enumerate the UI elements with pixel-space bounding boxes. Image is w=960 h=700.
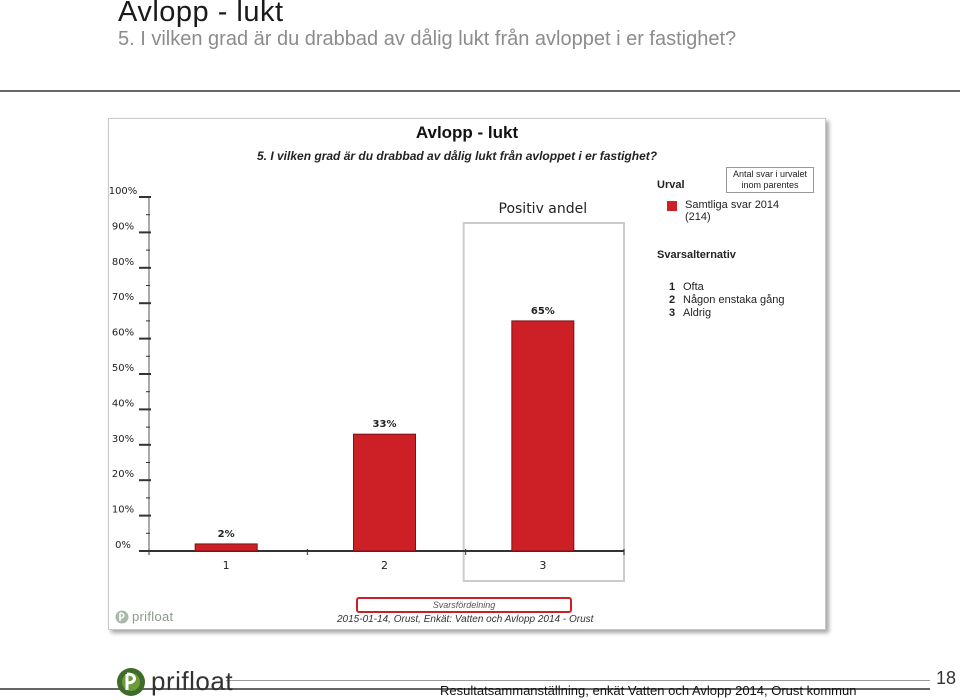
chart-meta: 2015-01-14, Orust, Enkät: Vatten och Avl…: [337, 614, 594, 625]
page-number: 18: [936, 668, 957, 688]
y-tick-label: 20%: [112, 469, 134, 480]
legend-note: Antal svar i urvalet inom parentes: [726, 167, 814, 193]
legend-series: Samtliga svar 2014 (214): [667, 199, 779, 223]
legend-series-count: (214): [685, 211, 711, 223]
y-tick-label: 30%: [112, 434, 134, 445]
y-tick-label: 0%: [115, 540, 131, 551]
bar: [353, 433, 416, 552]
y-tick-label: 90%: [112, 221, 134, 232]
top-divider: [0, 90, 960, 92]
bar-chart: Positiv andel 0% 10% 20% 30% 40% 50% 60% 70% 80% 9…: [109, 186, 625, 582]
y-tick-label: 10%: [112, 505, 134, 516]
legend-alternative: 1 Ofta: [669, 281, 704, 293]
bar: [511, 320, 575, 552]
highlight-box: [462, 222, 625, 582]
bar-value-label: 65%: [531, 306, 555, 317]
distribution-highlight: [356, 597, 572, 613]
x-tick-label: 3: [539, 559, 546, 572]
y-tick-label: 60%: [112, 328, 134, 339]
chart-title: Avlopp - lukt: [415, 123, 519, 142]
footer-caption: Resultatsammanställning, enkät Vatten oc…: [440, 683, 857, 698]
legend-swatch: [667, 201, 677, 211]
legend-alternatives: 1 Ofta 2 Någon enstaka gång 3 Aldrig: [669, 281, 785, 320]
slide-subtitle: 5. I vilken grad är du drabbad av dålig …: [118, 28, 737, 50]
y-tick-label: 100%: [109, 186, 137, 197]
bottom-divider: [0, 688, 930, 690]
bar-value-label: 2%: [218, 529, 235, 540]
y-tick-label: 70%: [112, 292, 134, 303]
legend-alternative: 3 Aldrig: [669, 307, 712, 319]
positive-share-label: Positiv andel: [499, 201, 588, 217]
y-tick-label: 50%: [112, 363, 134, 374]
legend-alternatives-title: Svarsalternativ: [657, 249, 736, 261]
x-tick-label: 2: [381, 559, 388, 572]
chart-question: 5. I vilken grad är du drabbad av dålig …: [257, 149, 658, 163]
legend-series-label: Samtliga svar 2014: [685, 199, 780, 211]
chart-logo: prifloat: [115, 609, 173, 624]
legend-alternative: 2 Någon enstaka gång: [669, 294, 785, 306]
legend-urval-title: Urval: [657, 179, 685, 191]
bar-value-label: 33%: [373, 419, 397, 430]
y-tick-label: 40%: [112, 398, 134, 409]
prifloat-logo-icon: [117, 667, 145, 696]
prifloat-logo-icon: [115, 610, 129, 623]
page-logo: prifloat: [116, 666, 233, 697]
chart-panel: Positiv andel 0% 10% 20% 30% 40% 50% 60% 70% 80% 9…: [108, 118, 826, 630]
x-tick-label: 1: [223, 559, 230, 572]
slide-title: Avlopp - lukt: [118, 0, 284, 28]
footer-divider: [226, 680, 930, 681]
bar: [194, 543, 258, 552]
y-tick-label: 80%: [112, 257, 134, 268]
distribution-label: Svarsfördelning: [432, 600, 496, 610]
